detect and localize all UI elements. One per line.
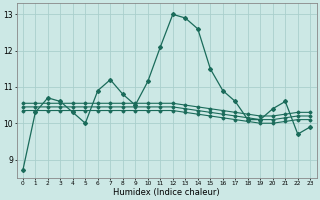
X-axis label: Humidex (Indice chaleur): Humidex (Indice chaleur) [113,188,220,197]
